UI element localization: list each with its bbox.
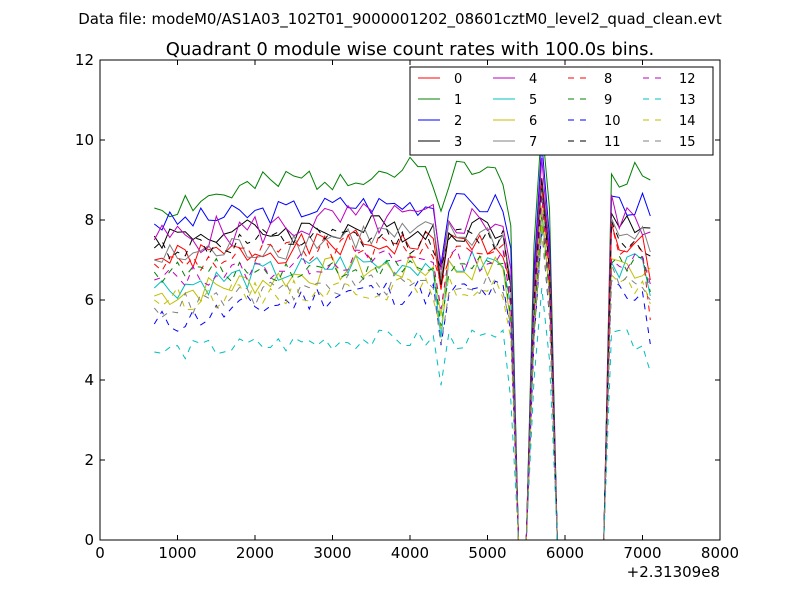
chart-title: Quadrant 0 module wise count rates with … xyxy=(166,39,655,60)
x-tick-label: 5000 xyxy=(468,544,506,562)
y-tick-label: 4 xyxy=(84,371,94,389)
y-tick-labels: 0 2 4 6 8 10 12 xyxy=(75,51,94,549)
x-tick-label: 8000 xyxy=(701,544,739,562)
series-line-10 xyxy=(153,228,651,541)
x-tick-label: 2000 xyxy=(236,544,274,562)
x-axis-offset-label: +2.31309e8 xyxy=(627,563,720,581)
legend-label-9: 9 xyxy=(604,93,612,108)
legend-label-5: 5 xyxy=(529,93,537,108)
legend-label-13: 13 xyxy=(679,93,696,108)
legend-label-0: 0 xyxy=(454,72,462,87)
x-tick-label: 0 xyxy=(95,544,105,562)
x-tick-labels: 0 1000 2000 3000 4000 5000 6000 7000 8000 xyxy=(95,544,739,562)
legend-label-6: 6 xyxy=(529,114,537,129)
legend-label-1: 1 xyxy=(454,93,462,108)
legend-label-8: 8 xyxy=(604,72,612,87)
legend-label-14: 14 xyxy=(679,114,696,129)
legend-label-10: 10 xyxy=(604,114,621,129)
x-tick-label: 1000 xyxy=(158,544,196,562)
legend-label-3: 3 xyxy=(454,135,462,150)
y-tick-label: 12 xyxy=(75,51,94,69)
x-tick-label: 4000 xyxy=(391,544,429,562)
y-tick-label: 2 xyxy=(84,451,94,469)
legend-label-15: 15 xyxy=(679,135,696,150)
y-tick-label: 6 xyxy=(84,291,94,309)
x-tick-label: 3000 xyxy=(313,544,351,562)
axis-ticks xyxy=(99,59,721,541)
legend-label-12: 12 xyxy=(679,72,696,87)
y-tick-label: 10 xyxy=(75,131,94,149)
legend-label-11: 11 xyxy=(604,135,621,150)
y-tick-label: 8 xyxy=(84,211,94,229)
legend-label-7: 7 xyxy=(529,135,537,150)
series-line-15 xyxy=(153,231,651,541)
legend-label-2: 2 xyxy=(454,114,462,129)
x-tick-label: 7000 xyxy=(623,544,661,562)
x-tick-label: 6000 xyxy=(546,544,584,562)
y-tick-label: 0 xyxy=(84,531,94,549)
legend-label-4: 4 xyxy=(529,72,537,87)
legend-frame xyxy=(409,66,714,156)
figure-suptitle: Data file: modeM0/AS1A03_102T01_90000012… xyxy=(78,10,722,29)
